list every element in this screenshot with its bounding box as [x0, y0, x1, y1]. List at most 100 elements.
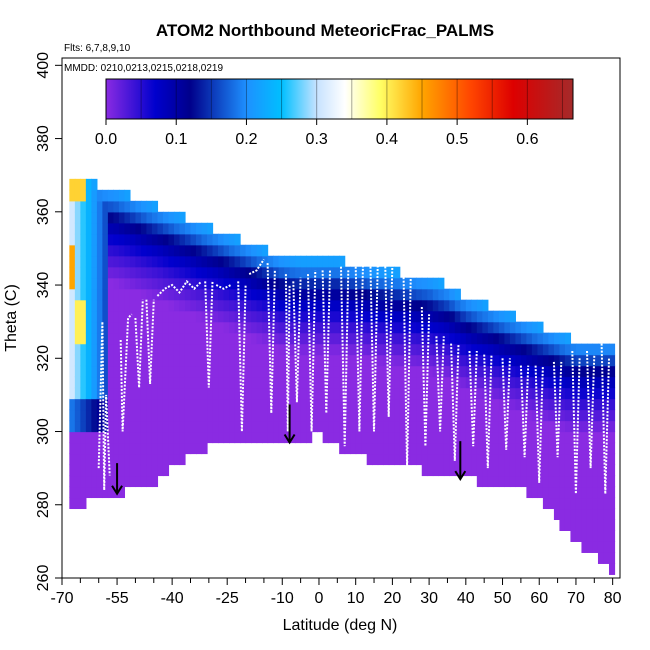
heatmap-cell [113, 233, 120, 246]
heatmap-cell [278, 398, 285, 411]
heatmap-cell [482, 376, 489, 389]
heatmap-cell [465, 420, 472, 433]
heatmap-cell [608, 552, 616, 564]
heatmap-cell [471, 354, 478, 367]
heatmap-cell [129, 442, 137, 455]
heatmap-cell [504, 343, 511, 356]
heatmap-cell [471, 420, 478, 433]
heatmap-cell [140, 255, 148, 268]
heatmap-cell [300, 288, 307, 301]
heatmap-cell [113, 244, 120, 257]
heatmap-cell [383, 343, 390, 356]
heatmap-cell [74, 255, 81, 268]
heatmap-cell [575, 431, 583, 444]
heatmap-cell [102, 255, 109, 268]
heatmap-cell [493, 321, 500, 334]
heatmap-cell [427, 431, 434, 444]
heatmap-cell [372, 288, 379, 301]
heatmap-cell [564, 453, 572, 466]
heatmap-cell [69, 376, 76, 389]
heatmap-cell [597, 519, 605, 531]
heatmap-cell [515, 365, 522, 378]
heatmap-cell [526, 354, 533, 367]
heatmap-cell [207, 222, 214, 235]
heatmap-cell [80, 321, 87, 334]
heatmap-cell [394, 409, 401, 422]
heatmap-cell [113, 310, 120, 323]
heatmap-cell [157, 321, 164, 334]
heatmap-cell [74, 200, 81, 213]
heatmap-cell [410, 288, 417, 301]
heatmap-cell [74, 409, 81, 422]
heatmap-cell [295, 343, 302, 356]
heatmap-cell [284, 266, 291, 279]
heatmap-cell [608, 508, 616, 521]
heatmap-cell [344, 431, 351, 444]
heatmap-cell [129, 288, 137, 301]
heatmap-cell [443, 453, 450, 466]
heatmap-cell [96, 288, 103, 301]
heatmap-cell [201, 343, 208, 356]
heatmap-cell [80, 365, 87, 378]
heatmap-cell [410, 343, 417, 356]
heatmap-cell [575, 464, 583, 477]
heatmap-cell [394, 266, 401, 279]
heatmap-cell [80, 409, 87, 422]
heatmap-cell [322, 332, 329, 345]
heatmap-cell [107, 211, 114, 224]
heatmap-cell [151, 332, 159, 345]
heatmap-cell [597, 398, 605, 411]
heatmap-cell [140, 233, 148, 246]
heatmap-cell [592, 420, 599, 433]
heatmap-cell [377, 387, 384, 400]
heatmap-cell [300, 299, 307, 312]
heatmap-cell [317, 299, 324, 312]
heatmap-cell [69, 189, 76, 202]
heatmap-cell [251, 321, 258, 334]
heatmap-cell [107, 464, 114, 477]
heatmap-cell [476, 431, 483, 444]
heatmap-cell [564, 409, 572, 422]
heatmap-cell [471, 310, 478, 323]
heatmap-cell [74, 233, 81, 246]
heatmap-cell [223, 299, 230, 312]
dates-subtitle: MMDD: 0210,0213,0215,0218,0219 [64, 63, 223, 74]
heatmap-cell [278, 321, 285, 334]
heatmap-cell [460, 431, 467, 444]
heatmap-cell [377, 420, 384, 433]
heatmap-cell [372, 409, 379, 422]
heatmap-cell [311, 354, 318, 367]
heatmap-cell [443, 387, 450, 400]
heatmap-cell [471, 332, 478, 345]
heatmap-cell [245, 409, 252, 422]
heatmap-cell [372, 310, 379, 323]
heatmap-cell [151, 453, 159, 466]
descent-arrows [111, 404, 467, 496]
heatmap-cell [355, 277, 362, 290]
heatmap-cell [526, 475, 533, 488]
heatmap-cell [157, 464, 164, 477]
heatmap-cell [548, 387, 555, 400]
heatmap-cell [592, 464, 599, 477]
heatmap-cell [69, 211, 76, 224]
heatmap-cell [311, 321, 318, 334]
heatmap-cell [190, 420, 197, 433]
heatmap-cell [383, 453, 390, 466]
flight-profile-trace [354, 263, 364, 432]
heatmap-cell [273, 365, 280, 378]
heatmap-cell [300, 277, 307, 290]
heatmap-cell [350, 343, 357, 356]
heatmap-cell [223, 365, 230, 378]
heatmap-cell [124, 343, 131, 356]
heatmap-cell [229, 431, 236, 444]
heatmap-cell [91, 365, 98, 378]
flight-profile-trace [215, 284, 232, 290]
heatmap-cell [399, 277, 406, 290]
heatmap-cell [102, 365, 109, 378]
heatmap-cell [251, 332, 258, 345]
heatmap-cell [542, 497, 550, 510]
heatmap-cell [410, 299, 417, 312]
heatmap-cell [443, 365, 450, 378]
heatmap-cell [113, 343, 120, 356]
heatmap-cell [113, 189, 120, 202]
